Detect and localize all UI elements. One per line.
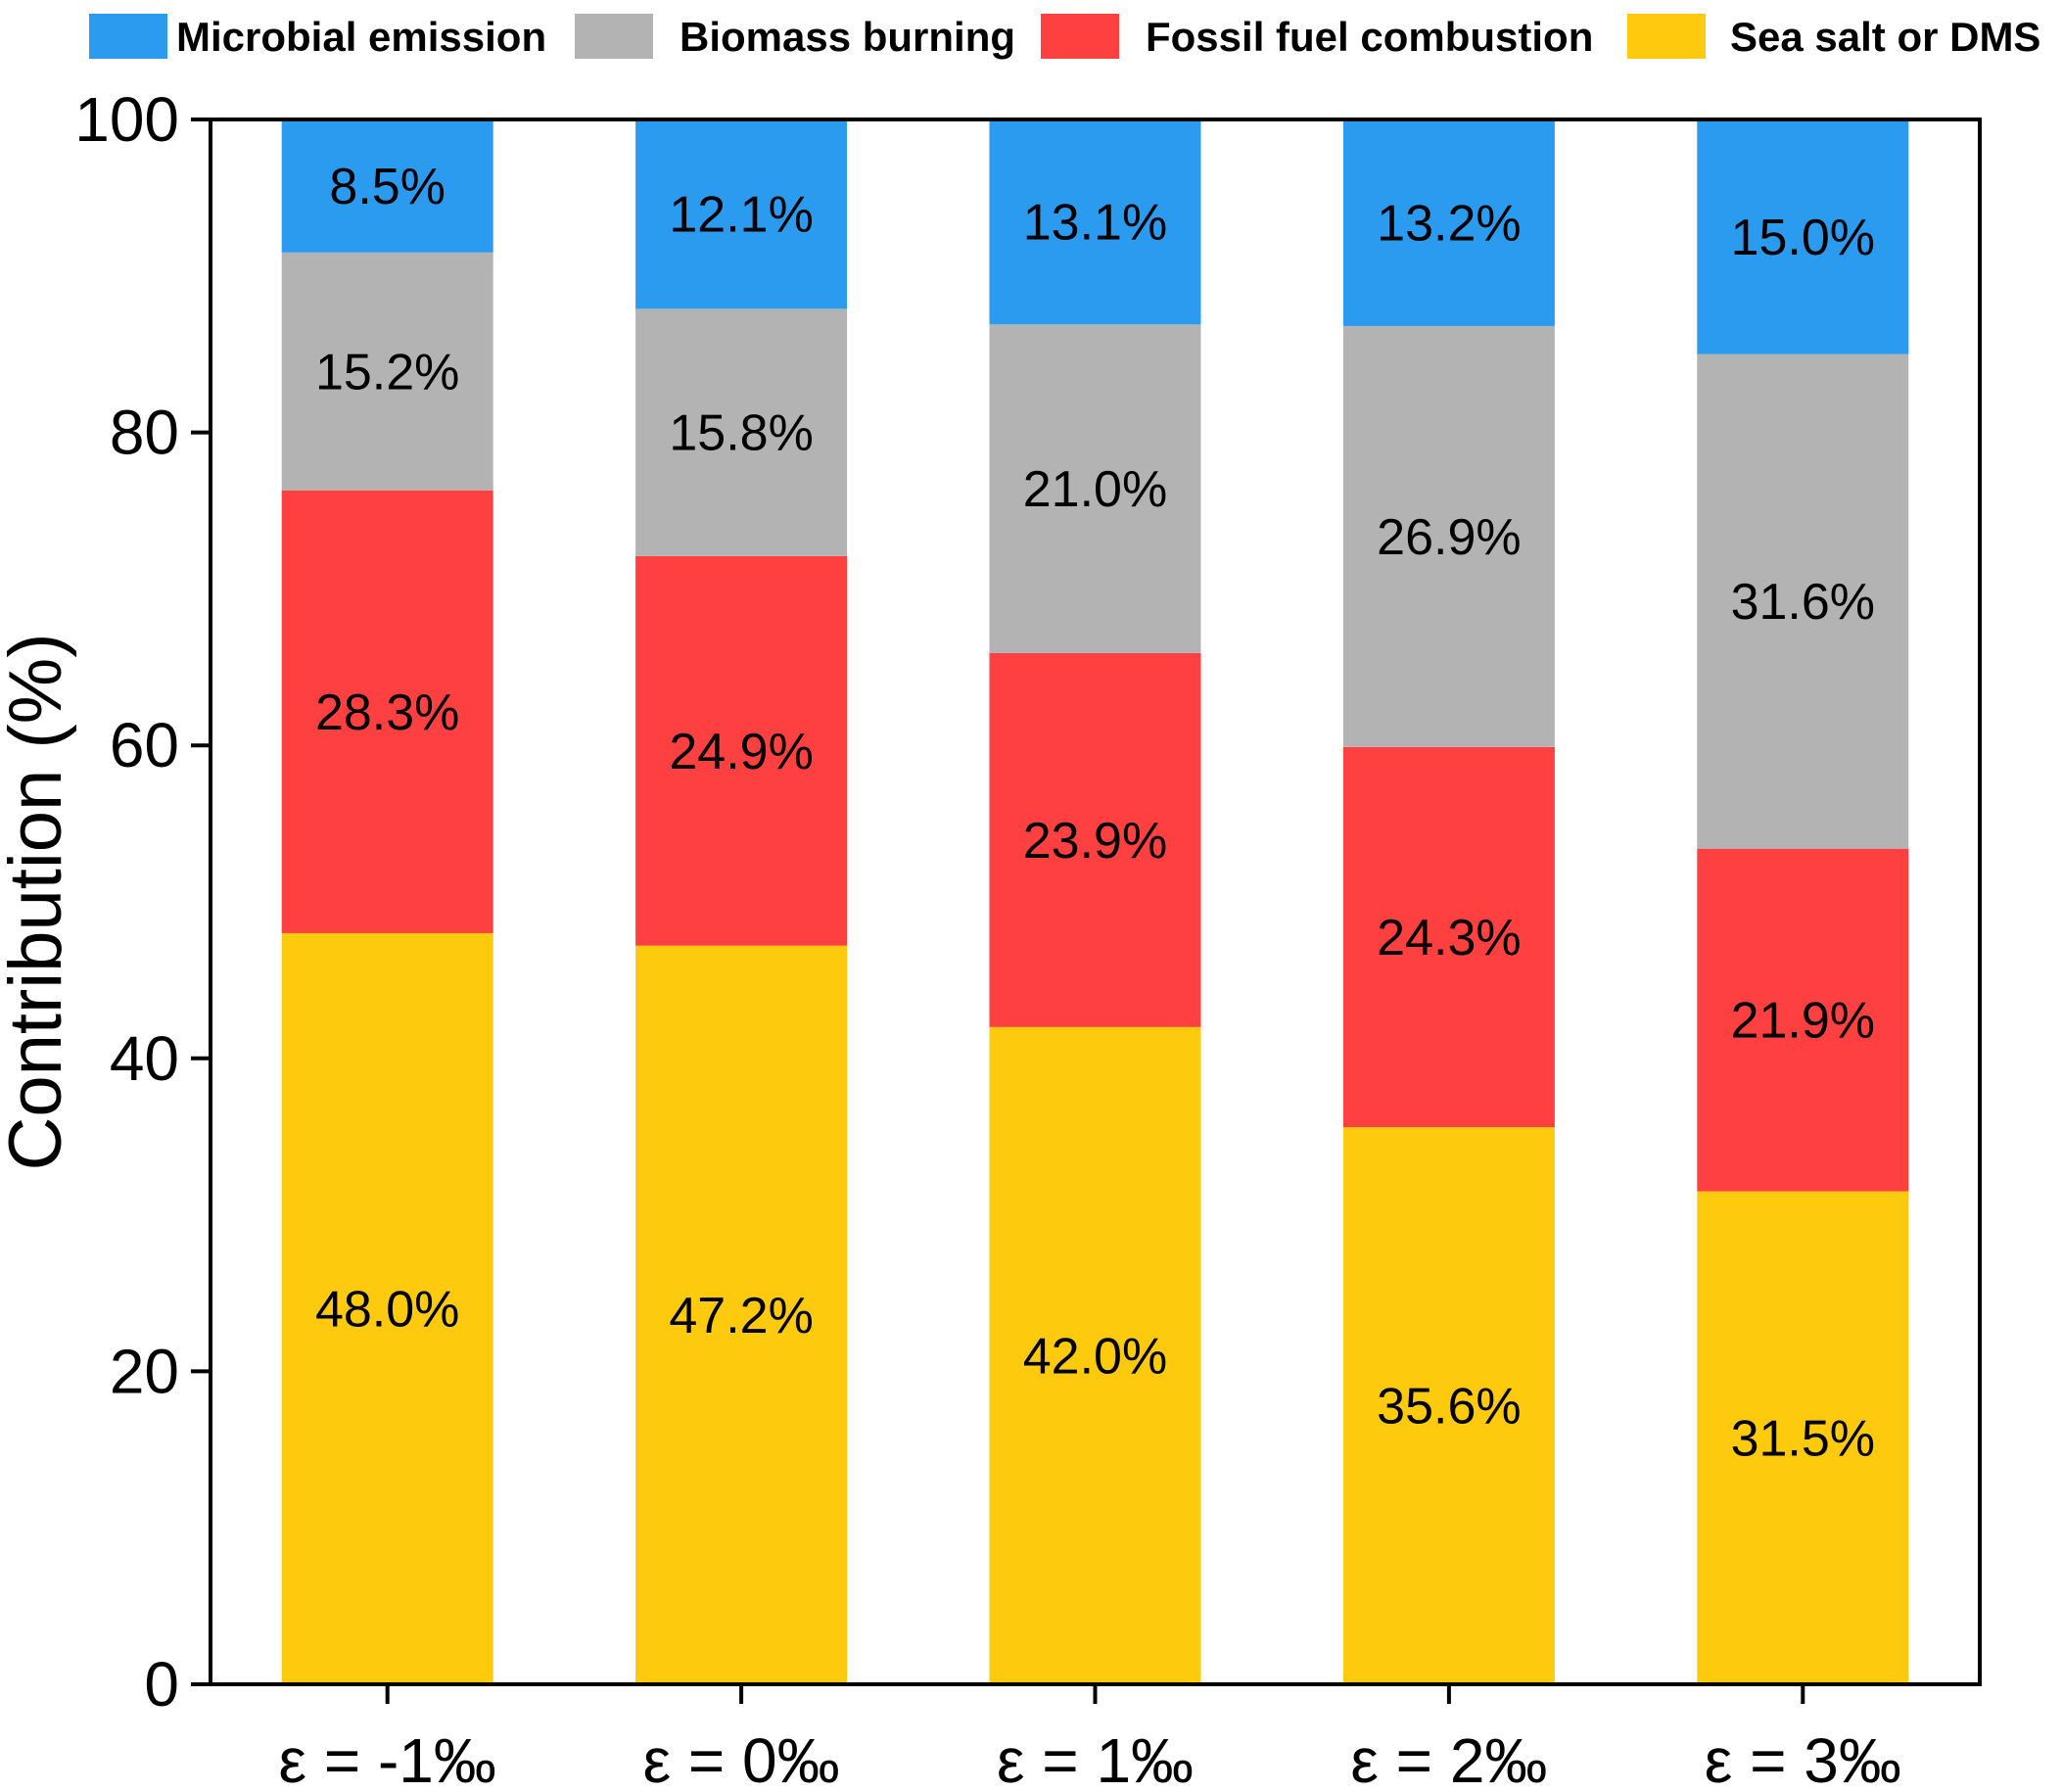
legend-item-fossil-fuel-combustion: Fossil fuel combustion	[1041, 14, 1593, 60]
legend-swatch	[1041, 14, 1119, 59]
bar-segment-sea-salt-or-dms	[1342, 1127, 1555, 1684]
data-label: 13.1%	[1023, 195, 1167, 252]
y-tick-label: 20	[110, 1336, 179, 1406]
data-label: 35.6%	[1377, 1379, 1521, 1436]
x-tick-label: ε = -1‰	[279, 1725, 496, 1792]
bar-segment-microbial-emission	[635, 119, 848, 309]
x-axis: ε = -1‰ ε = 0‰ ε = 1‰ ε = 2‰ ε = 3‰	[279, 1684, 1901, 1792]
bar-segment-biomass-burning	[989, 324, 1201, 653]
legend-label: Sea salt or DMS	[1730, 14, 2040, 60]
data-label: 23.9%	[1023, 813, 1167, 870]
y-tick-label: 80	[110, 398, 179, 468]
legend-label: Fossil fuel combustion	[1146, 14, 1593, 60]
data-label: 31.5%	[1731, 1410, 1875, 1467]
bar-segment-microbial-emission	[989, 119, 1201, 325]
data-label: 47.2%	[669, 1288, 813, 1344]
legend-item-sea-salt-or-dms: Sea salt or DMS	[1627, 14, 2040, 60]
data-label: 24.9%	[669, 724, 813, 780]
data-label: 13.2%	[1377, 195, 1521, 252]
x-tick-label: ε = 2‰	[1350, 1725, 1547, 1792]
data-label: 31.6%	[1731, 574, 1875, 631]
bar-segment-microbial-emission	[281, 119, 493, 253]
y-tick-label: 0	[144, 1649, 179, 1720]
bar-segment-biomass-burning	[281, 252, 493, 491]
bar-segment-sea-salt-or-dms	[1697, 1191, 1909, 1684]
y-axis: 0 20 40 60 80 100	[74, 84, 211, 1720]
bar-segment-fossil-fuel-combustion	[1697, 848, 1909, 1192]
bar-segment-biomass-burning	[635, 308, 848, 556]
data-label: 24.3%	[1377, 910, 1521, 967]
legend-swatch	[575, 14, 653, 59]
x-tick-label: ε = 1‰	[997, 1725, 1194, 1792]
y-tick-label: 60	[110, 710, 179, 780]
bar-segment-microbial-emission	[1697, 119, 1909, 354]
data-label: 21.0%	[1023, 461, 1167, 518]
x-tick-label: ε = 0‰	[643, 1725, 840, 1792]
data-label: 12.1%	[669, 187, 813, 244]
bar-segment-sea-salt-or-dms	[989, 1026, 1201, 1684]
data-label: 15.0%	[1731, 210, 1875, 266]
data-label: 48.0%	[315, 1281, 459, 1338]
data-label: 15.8%	[669, 405, 813, 462]
x-tick-label: ε = 3‰	[1705, 1725, 1901, 1792]
legend-item-microbial-emission: Microbial emission	[89, 14, 546, 60]
data-label: 15.2%	[315, 344, 459, 401]
legend-label: Microbial emission	[176, 14, 546, 60]
y-tick-label: 40	[110, 1023, 179, 1094]
bar-segment-sea-salt-or-dms	[281, 932, 493, 1684]
bar-segment-fossil-fuel-combustion	[1342, 746, 1555, 1128]
bar-segment-fossil-fuel-combustion	[281, 490, 493, 933]
data-labels: 48.0% 28.3% 15.2% 8.5% 47.2% 24.9% 15.8% 12.1% 4…	[315, 159, 1875, 1467]
legend-swatch	[1627, 14, 1706, 59]
bar-segment-fossil-fuel-combustion	[989, 652, 1201, 1027]
data-label: 42.0%	[1023, 1328, 1167, 1385]
data-label: 21.9%	[1731, 993, 1875, 1050]
data-label: 8.5%	[329, 159, 445, 215]
bar-segment-biomass-burning	[1697, 354, 1909, 849]
legend-item-biomass-burning: Biomass burning	[575, 14, 1015, 60]
bars	[281, 119, 1909, 1684]
legend: Microbial emission Biomass burning Fossil …	[89, 14, 2040, 60]
data-label: 28.3%	[315, 684, 459, 741]
bar-segment-sea-salt-or-dms	[635, 945, 848, 1684]
legend-label: Biomass burning	[680, 14, 1015, 60]
y-axis-title: Contribution (%)	[0, 633, 77, 1170]
data-label: 26.9%	[1377, 509, 1521, 566]
legend-swatch	[89, 14, 167, 59]
y-tick-label: 100	[74, 84, 179, 155]
bar-segment-microbial-emission	[1342, 119, 1555, 326]
bar-segment-biomass-burning	[1342, 325, 1555, 747]
bar-segment-fossil-fuel-combustion	[635, 555, 848, 946]
